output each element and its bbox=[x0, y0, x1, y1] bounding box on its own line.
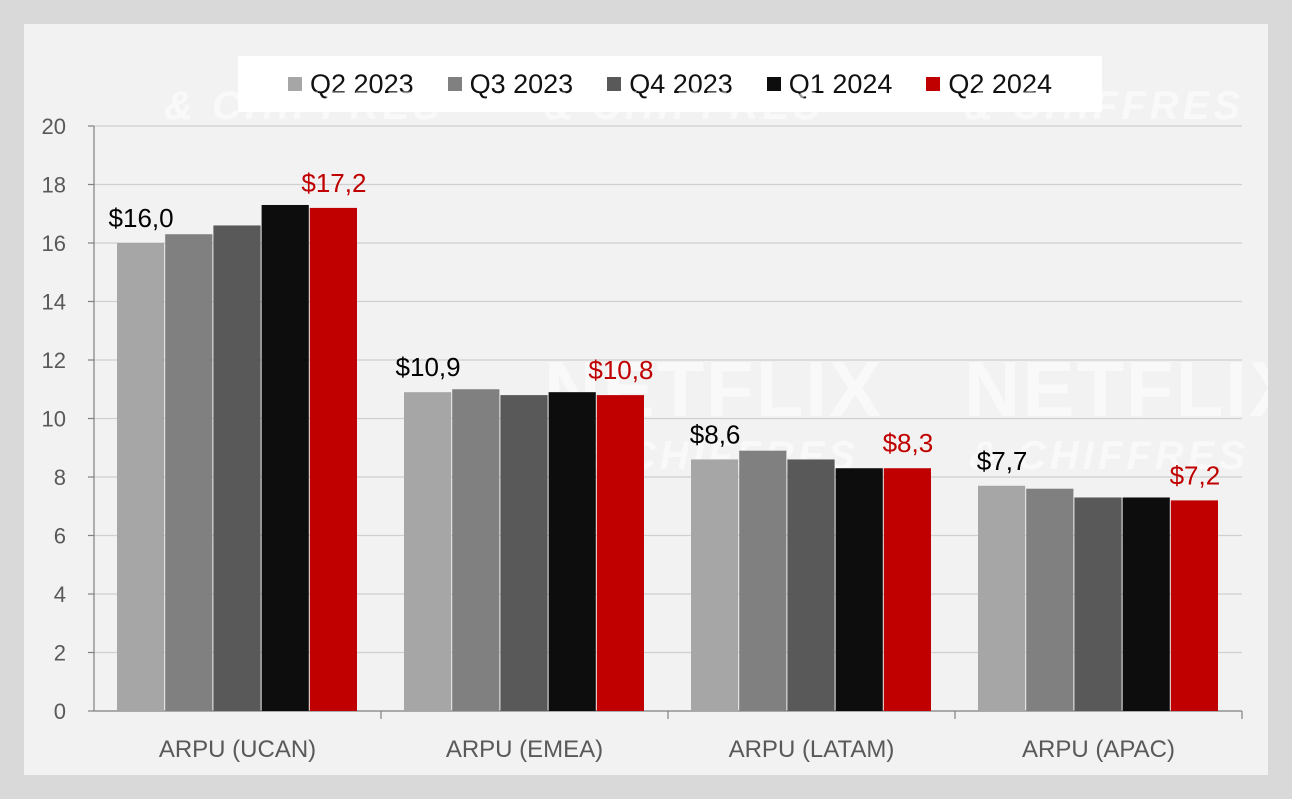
category-label: ARPU (APAC) bbox=[1022, 736, 1175, 763]
category-label: ARPU (EMEA) bbox=[446, 736, 603, 763]
legend-item: Q4 2023 bbox=[607, 69, 733, 100]
legend-label: Q1 2024 bbox=[788, 68, 893, 99]
watermark-brand: NETFLIX bbox=[964, 345, 1268, 433]
bar bbox=[404, 392, 452, 711]
bar bbox=[261, 204, 309, 711]
y-tick-label: 2 bbox=[54, 641, 66, 666]
bar bbox=[739, 450, 787, 711]
bar bbox=[691, 459, 739, 711]
bar bbox=[1170, 500, 1218, 711]
category-label: ARPU (UCAN) bbox=[159, 736, 316, 763]
bar bbox=[452, 389, 500, 711]
y-tick-label: 8 bbox=[54, 465, 66, 490]
bar bbox=[309, 207, 357, 711]
legend-item: Q1 2024 bbox=[766, 68, 893, 100]
data-label: $10,9 bbox=[396, 352, 461, 382]
data-label: $7,7 bbox=[977, 446, 1028, 476]
bar bbox=[1026, 488, 1074, 711]
y-tick-label: 18 bbox=[42, 173, 66, 198]
bar bbox=[213, 225, 261, 711]
legend-label: Q4 2023 bbox=[629, 68, 733, 99]
watermark-subtitle: & CHIFFRES bbox=[164, 84, 444, 128]
bar bbox=[596, 395, 644, 711]
chart-legend: Q2 2023 Q3 2023 Q4 2023 Q1 2024 Q2 2024 bbox=[238, 56, 1102, 112]
y-tick-label: 12 bbox=[42, 348, 66, 373]
bar bbox=[1122, 497, 1170, 711]
data-label: $17,2 bbox=[301, 168, 366, 198]
bar bbox=[500, 395, 548, 711]
y-tick-label: 6 bbox=[54, 524, 66, 549]
bar bbox=[1074, 497, 1122, 711]
chart-frame: Q2 2023 Q3 2023 Q4 2023 Q1 2024 Q2 2024 & CH… bbox=[24, 24, 1268, 775]
bar bbox=[117, 243, 165, 711]
legend-swatch bbox=[447, 77, 462, 91]
legend-item: Q2 2023 bbox=[288, 69, 414, 100]
watermark-subtitle: & CHIFFRES bbox=[544, 84, 824, 128]
y-tick-label: 14 bbox=[42, 290, 66, 315]
bar bbox=[548, 392, 596, 711]
legend-swatch bbox=[288, 77, 303, 91]
y-tick-label: 16 bbox=[42, 231, 66, 256]
legend-swatch bbox=[766, 77, 781, 91]
bar bbox=[165, 234, 213, 711]
legend-item: Q3 2023 bbox=[447, 68, 574, 100]
data-label: $8,3 bbox=[883, 428, 934, 458]
y-tick-label: 10 bbox=[42, 407, 66, 432]
data-label: $8,6 bbox=[690, 419, 741, 449]
legend-label: Q2 2023 bbox=[310, 68, 414, 99]
legend-swatch bbox=[926, 77, 941, 91]
category-label: ARPU (LATAM) bbox=[729, 736, 895, 763]
bar bbox=[978, 485, 1026, 711]
data-label: $10,8 bbox=[588, 355, 653, 385]
watermark-subtitle: & CHIFFRES bbox=[969, 434, 1249, 478]
legend-label: Q2 2024 bbox=[948, 68, 1052, 99]
data-label: $7,2 bbox=[1170, 460, 1221, 490]
y-tick-label: 20 bbox=[42, 114, 66, 139]
bar bbox=[883, 468, 931, 711]
data-label: $16,0 bbox=[109, 203, 174, 233]
legend-swatch bbox=[607, 77, 622, 91]
legend-item: Q2 2024 bbox=[926, 69, 1052, 100]
legend-label: Q3 2023 bbox=[469, 68, 574, 99]
watermark-subtitle: & CHIFFRES bbox=[964, 84, 1244, 128]
y-tick-label: 4 bbox=[54, 582, 66, 607]
y-tick-label: 0 bbox=[54, 699, 66, 724]
bar bbox=[835, 468, 883, 711]
bar bbox=[787, 459, 835, 711]
